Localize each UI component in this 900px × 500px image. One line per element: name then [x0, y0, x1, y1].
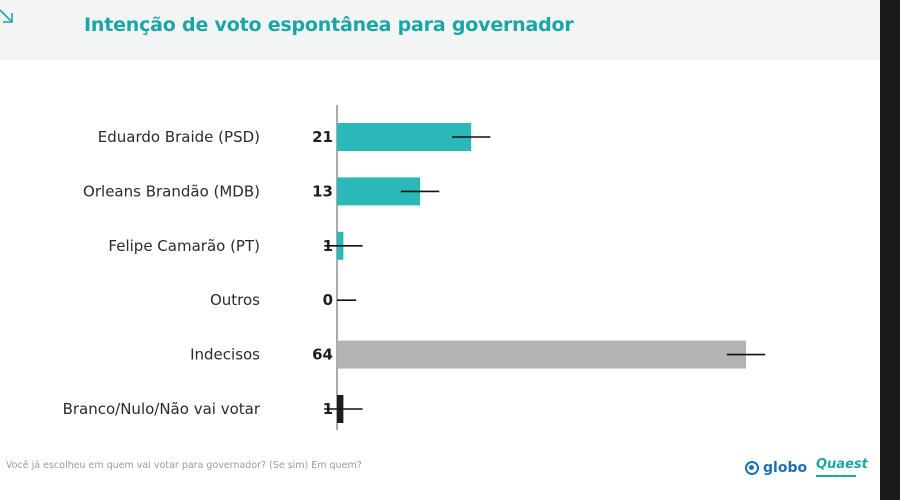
diagonal-arrow-icon [0, 9, 13, 23]
category-label: Outros [210, 291, 260, 309]
survey-question: Você já escolheu em quem vai votar para … [6, 460, 362, 471]
bar [337, 123, 472, 151]
chart-title: Intenção de voto espontânea para governa… [84, 14, 574, 36]
value-label: 21 [312, 128, 333, 146]
quaest-logo-underline [816, 475, 856, 477]
value-label: 13 [312, 182, 333, 200]
right-edge-strip [880, 0, 900, 500]
category-label: Branco/Nulo/Não vai votar [63, 400, 261, 418]
category-label: Felipe Camarão (PT) [108, 237, 260, 255]
category-label: Eduardo Braide (PSD) [98, 128, 260, 146]
globo-icon [745, 461, 759, 475]
quaest-logo: Quaest [816, 457, 868, 472]
globo-logo: globo [745, 460, 807, 476]
chart-header [0, 0, 880, 60]
category-label: Indecisos [190, 346, 260, 364]
globo-logo-text: globo [763, 460, 808, 476]
value-label: 0 [323, 291, 333, 309]
category-label: Orleans Brandão (MDB) [83, 182, 260, 200]
bar-chart: Eduardo Braide (PSD) 21 Orleans Brandão (M… [63, 105, 766, 430]
value-label: 64 [312, 346, 333, 364]
bar [337, 340, 746, 369]
